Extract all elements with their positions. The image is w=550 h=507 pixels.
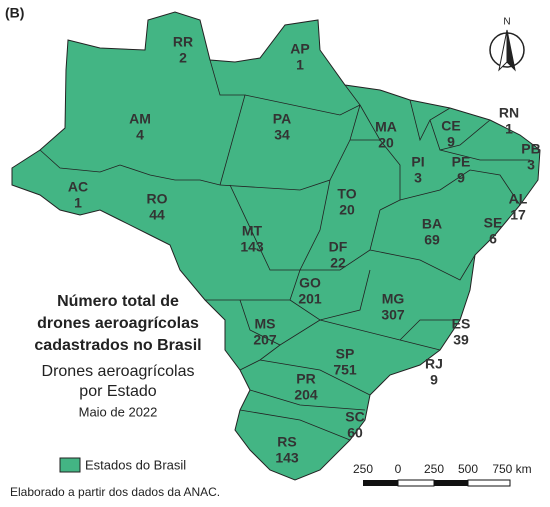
state-code: SP <box>336 346 355 362</box>
state-code: AP <box>290 41 309 57</box>
state-code: MT <box>242 223 263 239</box>
scale-label: 0 <box>395 462 402 476</box>
state-count: 22 <box>330 255 346 271</box>
state-count: 201 <box>298 291 322 307</box>
state-count: 1 <box>296 57 304 73</box>
state-code: AL <box>509 191 528 207</box>
state-code: ES <box>452 316 471 332</box>
title-line: Número total de <box>57 293 179 310</box>
state-count: 60 <box>347 425 363 441</box>
legend-label: Estados do Brasil <box>85 457 186 472</box>
state-code: MA <box>375 119 397 135</box>
state-borders <box>39 59 530 441</box>
state-count: 751 <box>333 362 357 378</box>
scale-label: 750 km <box>492 462 531 476</box>
state-code: RN <box>499 105 519 121</box>
scale-label: 500 <box>458 462 478 476</box>
state-code: BA <box>422 216 442 232</box>
state-count: 204 <box>294 387 318 403</box>
state-code: TO <box>337 186 356 202</box>
panel-label: (B) <box>5 5 24 21</box>
scale-bar: 250 0 250 500 750 km <box>353 462 532 487</box>
state-count: 69 <box>424 232 440 248</box>
title-line: drones aeroagrícolas <box>37 315 199 332</box>
scale-label: 250 <box>353 462 373 476</box>
state-code: PA <box>273 111 291 127</box>
legend-swatch <box>59 457 81 473</box>
state-code: RS <box>277 434 296 450</box>
state-count: 6 <box>489 231 497 247</box>
state-count: 3 <box>527 157 535 173</box>
state-count: 1 <box>74 195 82 211</box>
north-arrow: N <box>489 17 525 72</box>
state-count: 9 <box>457 170 465 186</box>
subtitle-line: por Estado <box>79 383 156 400</box>
state-code: SE <box>484 215 503 231</box>
state-count: 2 <box>179 50 187 66</box>
state-count: 9 <box>430 372 438 388</box>
state-code: AM <box>129 111 151 127</box>
state-count: 4 <box>136 127 144 143</box>
subtitle-line: Drones aeroagrícolas <box>42 363 195 380</box>
state-count: 39 <box>453 332 469 348</box>
state-code: MS <box>255 316 276 332</box>
state-code: GO <box>299 275 321 291</box>
date: Maio de 2022 <box>79 404 158 419</box>
state-count: 20 <box>339 202 355 218</box>
state-code: PB <box>521 141 540 157</box>
state-code: PI <box>411 154 424 170</box>
state-code: RR <box>173 34 193 50</box>
state-count: 34 <box>274 127 290 143</box>
state-code: MG <box>382 291 405 307</box>
state-code: DF <box>329 239 348 255</box>
state-code: CE <box>441 118 460 134</box>
state-count: 143 <box>240 239 264 255</box>
scale-label: 250 <box>424 462 444 476</box>
source: Elaborado a partir dos dados da ANAC. <box>10 485 220 499</box>
state-count: 3 <box>414 170 422 186</box>
state-count: 44 <box>149 207 165 223</box>
state-count: 143 <box>275 450 299 466</box>
state-count: 207 <box>253 332 277 348</box>
brazil-map <box>11 11 541 481</box>
state-code: AC <box>68 179 88 195</box>
state-count: 307 <box>381 307 405 323</box>
state-count: 1 <box>505 121 513 137</box>
state-count: 17 <box>510 207 526 223</box>
state-code: SC <box>345 409 364 425</box>
state-code: RO <box>147 191 168 207</box>
state-code: PE <box>452 154 471 170</box>
state-code: PR <box>296 371 315 387</box>
north-label: N <box>503 17 510 28</box>
state-code: RJ <box>425 356 443 372</box>
state-count: 9 <box>447 134 455 150</box>
state-count: 20 <box>378 135 394 151</box>
title-line: cadastrados no Brasil <box>34 337 201 354</box>
title-block: Número total de drones aeroagrícolas cad… <box>34 293 201 419</box>
